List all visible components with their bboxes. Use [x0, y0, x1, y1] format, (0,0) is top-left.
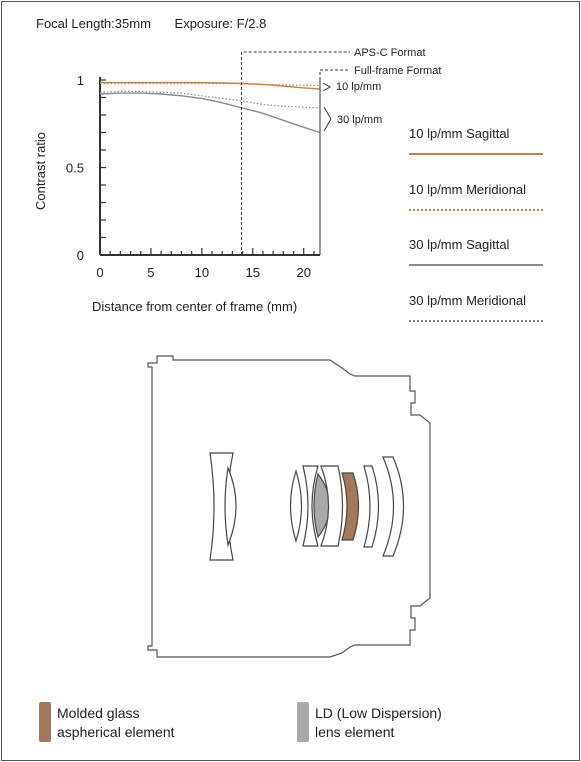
legend-swatch	[409, 264, 543, 266]
legend-label: 30 lp/mm Sagittal	[409, 237, 510, 252]
lens-element-9	[382, 456, 405, 557]
fullframe-marker-line	[319, 69, 350, 255]
ld-element-swatch	[297, 702, 309, 742]
lens-element-3	[289, 468, 303, 544]
legend-item-10-sagittal: 10 lp/mm Sagittal	[409, 126, 545, 155]
molded-glass-swatch	[39, 702, 51, 742]
series-line-3	[99, 90, 321, 109]
lens-element-6	[320, 465, 344, 547]
lens-element-8	[363, 465, 380, 548]
ld-label-line1: LD (Low Dispersion)	[315, 705, 442, 721]
ld-element-key: LD (Low Dispersion) lens element	[315, 704, 442, 742]
legend-label: 10 lp/mm Meridional	[409, 182, 527, 197]
y-axis-label: Contrast ratio	[33, 132, 48, 210]
molded-glass-key: Molded glass aspherical element	[57, 704, 175, 742]
label-30-lpmm: 30 lp/mm	[337, 114, 382, 126]
molded-glass-label-line1: Molded glass	[57, 705, 140, 721]
legend-swatch	[409, 209, 543, 211]
focal-length-label: Focal Length:35mm	[36, 16, 151, 31]
ld-label-line2: lens element	[315, 724, 395, 740]
lens-element-2	[224, 465, 237, 548]
molded-glass-label-line2: aspherical element	[57, 724, 175, 740]
legend-item-30-sagittal: 30 lp/mm Sagittal	[409, 237, 545, 266]
header: Focal Length:35mm Exposure: F/2.8	[36, 16, 266, 31]
x-tick-label: 15	[246, 265, 260, 280]
exposure-label: Exposure: F/2.8	[174, 16, 267, 31]
x-tick-label: 10	[195, 265, 209, 280]
fullframe-label: Full-frame Format	[354, 65, 441, 77]
series-line-2	[99, 92, 321, 134]
legend-item-10-meridional: 10 lp/mm Meridional	[409, 182, 545, 211]
series-line-0	[100, 81, 321, 90]
x-tick-label: 20	[296, 265, 310, 280]
x-tick-label: 5	[147, 265, 154, 280]
label-10-lpmm: 10 lp/mm	[336, 81, 381, 93]
bracket-30	[323, 106, 332, 132]
tick-marks: 0 5 10 15 20 0 0.5 1	[66, 73, 315, 280]
apsc-marker-line	[241, 51, 350, 255]
mtf-chart: 0 5 10 15 20 0 0.5 1 APS-C Format Full-frame For…	[33, 47, 441, 314]
legend-swatch	[409, 320, 543, 322]
x-axis-label: Distance from center of frame (mm)	[92, 299, 297, 314]
y-tick-label: 0.5	[66, 161, 84, 176]
apsc-label: APS-C Format	[354, 47, 426, 59]
series-line-1	[100, 82, 321, 87]
legend-label: 10 lp/mm Sagittal	[409, 126, 510, 141]
y-tick-label: 1	[77, 73, 84, 88]
bracket-10	[322, 82, 332, 92]
annotations-group: APS-C Format Full-frame Format 10 lp/mm 30 …	[241, 47, 441, 255]
x-tick-label: 0	[96, 265, 103, 280]
series-group	[99, 81, 321, 134]
aspherical-lens-element	[341, 472, 360, 541]
lens-barrel-outline	[147, 355, 431, 658]
legend-item-30-meridional: 30 lp/mm Meridional	[409, 293, 545, 322]
lens-element-4	[302, 465, 319, 547]
legend-swatch	[409, 153, 543, 155]
y-tick-label: 0	[77, 248, 84, 263]
legend-label: 30 lp/mm Meridional	[409, 293, 527, 308]
